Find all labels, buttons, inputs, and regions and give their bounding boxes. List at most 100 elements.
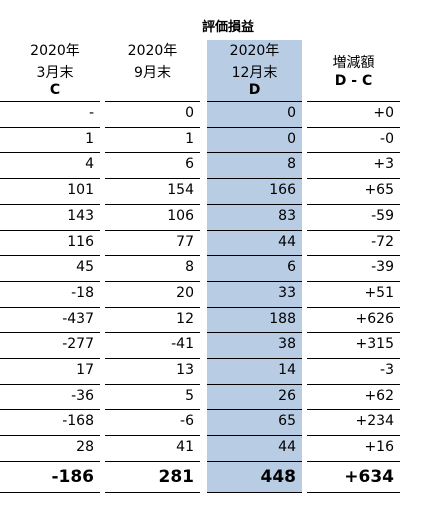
- row-rule: [105, 255, 200, 256]
- row-rule: [105, 127, 200, 128]
- cell: 1: [185, 130, 194, 147]
- row-rule: [10, 204, 100, 205]
- cell: 65: [278, 413, 296, 430]
- cell: -59: [371, 207, 394, 224]
- row-rule: [207, 358, 302, 359]
- row-rule: [207, 492, 302, 493]
- row-rule: [105, 101, 200, 102]
- highlight-column: [207, 40, 302, 492]
- cell: 26: [278, 387, 296, 404]
- column-key: D: [248, 82, 261, 98]
- cell: 1: [85, 130, 94, 147]
- row-rule: [307, 127, 400, 128]
- cell: +0: [373, 105, 394, 121]
- row-rule: [10, 332, 100, 333]
- total-cell: 281: [158, 466, 195, 487]
- row-rule: [105, 358, 200, 359]
- row-rule: [10, 281, 100, 282]
- row-rule: [0, 492, 10, 493]
- row-rule: [10, 307, 100, 308]
- row-rule: [10, 435, 100, 436]
- row-rule: [307, 358, 400, 359]
- row-rule: [0, 358, 10, 359]
- cell: +626: [355, 310, 394, 327]
- column-header: 2020年: [127, 43, 178, 59]
- cell: 154: [167, 182, 194, 199]
- column-header: 2020年: [30, 43, 80, 59]
- cell: 0: [185, 105, 194, 121]
- row-rule: [307, 435, 400, 436]
- cell: 17: [76, 362, 94, 378]
- column-key: D - C: [334, 73, 373, 89]
- cell: +3: [373, 156, 394, 173]
- cell: 8: [287, 156, 296, 173]
- column-header: 増減額: [332, 55, 375, 71]
- cell: 5: [185, 387, 194, 404]
- row-rule: [307, 152, 400, 153]
- cell: 4: [85, 156, 94, 173]
- row-rule: [207, 101, 302, 102]
- cell: +315: [355, 336, 394, 353]
- row-rule: [0, 281, 10, 282]
- row-rule: [105, 204, 200, 205]
- row-rule: [105, 461, 200, 462]
- row-rule: [10, 152, 100, 153]
- row-rule: [307, 409, 400, 410]
- row-rule: [0, 230, 10, 231]
- cell: 116: [67, 233, 94, 250]
- row-rule: [207, 384, 302, 385]
- row-rule: [207, 127, 302, 128]
- row-rule: [105, 230, 200, 231]
- row-rule: [10, 178, 100, 179]
- row-rule: [105, 384, 200, 385]
- row-rule: [0, 127, 10, 128]
- row-rule: [105, 409, 200, 410]
- cell: 12: [176, 310, 194, 327]
- row-rule: [105, 492, 200, 493]
- cell: +62: [364, 387, 394, 404]
- row-rule: [10, 101, 100, 102]
- cell: 8: [185, 259, 194, 276]
- row-rule: [10, 255, 100, 256]
- cell: -6: [180, 413, 194, 430]
- cell: 13: [176, 362, 194, 378]
- cell: 41: [176, 439, 194, 456]
- cell: 14: [278, 362, 296, 378]
- cell: 38: [278, 336, 296, 353]
- cell: -41: [171, 336, 194, 353]
- row-rule: [10, 461, 100, 462]
- row-rule: [207, 204, 302, 205]
- cell: 33: [278, 284, 296, 301]
- cell: -437: [62, 310, 94, 327]
- row-rule: [10, 127, 100, 128]
- cell: -36: [71, 387, 94, 404]
- row-rule: [307, 384, 400, 385]
- row-rule: [105, 332, 200, 333]
- row-rule: [307, 255, 400, 256]
- column-key: C: [49, 82, 61, 98]
- row-rule: [207, 409, 302, 410]
- cell: 6: [287, 259, 296, 276]
- cell: 0: [287, 130, 296, 147]
- row-rule: [307, 332, 400, 333]
- row-rule: [307, 230, 400, 231]
- row-rule: [307, 307, 400, 308]
- row-rule: [0, 384, 10, 385]
- cell: +65: [364, 182, 394, 199]
- row-rule: [0, 461, 10, 462]
- column-header: 2020年: [229, 43, 280, 59]
- cell: -: [88, 105, 94, 121]
- cell: 83: [278, 207, 296, 224]
- cell: +51: [364, 284, 394, 301]
- cell: -72: [371, 233, 394, 250]
- cell: 143: [67, 207, 94, 224]
- cell: 44: [278, 439, 296, 456]
- row-rule: [307, 492, 400, 493]
- cell: 20: [176, 284, 194, 301]
- column-header: 9月末: [134, 65, 171, 81]
- row-rule: [207, 461, 302, 462]
- row-rule: [0, 409, 10, 410]
- row-rule: [307, 461, 400, 462]
- cell: 6: [185, 156, 194, 173]
- row-rule: [105, 281, 200, 282]
